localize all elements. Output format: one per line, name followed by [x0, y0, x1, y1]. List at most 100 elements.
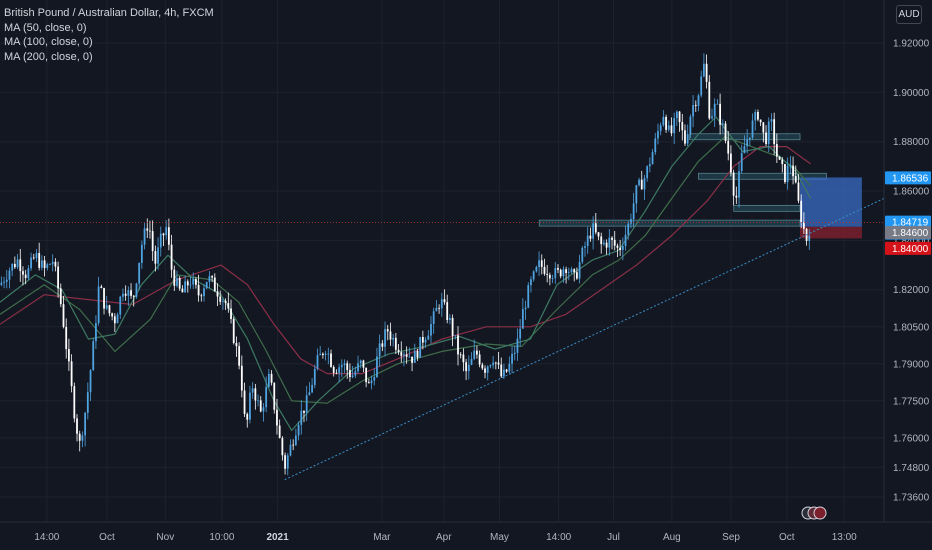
- candle-body: [659, 125, 662, 132]
- candle-body: [454, 335, 457, 337]
- candle-body: [654, 138, 657, 153]
- candle-body: [692, 105, 694, 117]
- candle-body: [165, 227, 168, 236]
- support-zone-1: [733, 204, 801, 212]
- candle-body: [330, 353, 332, 367]
- candle-body: [389, 331, 392, 340]
- candle-body: [492, 362, 495, 366]
- candle-body: [346, 363, 349, 371]
- candle-body: [273, 382, 276, 410]
- candle-body: [513, 352, 516, 354]
- candle-body: [421, 337, 424, 343]
- candle-body: [43, 260, 46, 269]
- candle-body: [738, 171, 740, 198]
- candle-body: [40, 260, 43, 268]
- candle-body: [540, 260, 543, 267]
- candle-body: [138, 262, 141, 284]
- candle-body: [457, 335, 459, 355]
- ma100-legend[interactable]: MA (100, close, 0): [4, 36, 93, 48]
- time-tick-label: Oct: [779, 532, 795, 543]
- candle-body: [762, 122, 765, 133]
- candle-body: [524, 307, 527, 310]
- candle-body: [632, 203, 635, 220]
- candle-body: [22, 271, 24, 275]
- candle-body: [608, 237, 611, 248]
- candle-body: [394, 337, 397, 350]
- time-tick-label: 14:00: [34, 532, 59, 543]
- candle-body: [8, 270, 11, 280]
- candle-body: [778, 156, 781, 160]
- candle-body: [765, 132, 767, 144]
- candle-body: [586, 235, 589, 247]
- candle-body: [443, 299, 446, 303]
- candle-body: [465, 362, 468, 372]
- candle-body: [178, 277, 181, 289]
- time-axis[interactable]: 14:00 Oct Nov 10:00 2021 Mar Apr May 14:00 Jul Aug…: [0, 521, 932, 550]
- candle-body: [130, 290, 132, 296]
- candle-body: [411, 356, 413, 363]
- candle-body: [727, 140, 730, 154]
- candle-body: [486, 366, 489, 373]
- candle-body: [494, 362, 497, 364]
- candle-body: [143, 228, 146, 245]
- candle-body: [373, 377, 376, 381]
- candle-body: [432, 311, 435, 325]
- candle-body: [784, 164, 786, 183]
- price-tick-label: 1.84000: [893, 236, 930, 247]
- candle-body: [751, 120, 754, 138]
- candle-body: [262, 407, 265, 412]
- candle-body: [530, 279, 532, 286]
- candle-body: [546, 273, 549, 275]
- candle-body: [354, 371, 357, 376]
- candle-body: [322, 353, 324, 355]
- candle-body: [624, 234, 627, 247]
- candle-body: [438, 307, 440, 309]
- currency-badge[interactable]: AUD: [896, 5, 922, 24]
- candle-body: [349, 370, 351, 378]
- candle-body: [675, 111, 678, 119]
- candle-body: [230, 308, 232, 319]
- events-icon[interactable]: [801, 506, 827, 520]
- candle-body: [686, 134, 689, 144]
- candle-body: [573, 269, 576, 273]
- candle-body: [122, 293, 124, 297]
- candle-body: [140, 244, 143, 263]
- price-axis[interactable]: 1.92000 1.90000 1.88000 1.86000 1.84000 1.820…: [883, 0, 932, 550]
- candle-body: [73, 386, 76, 419]
- candle-body: [484, 368, 486, 373]
- candle-body: [240, 365, 243, 391]
- candle-body: [97, 286, 100, 324]
- candle-body: [643, 178, 646, 190]
- candle-body: [281, 437, 284, 456]
- price-tick-label: 1.76000: [893, 433, 930, 444]
- candle-body: [548, 274, 551, 279]
- symbol-title[interactable]: British Pound / Australian Dollar, 4h, F…: [4, 7, 214, 19]
- price-label-bg: [885, 241, 931, 255]
- candle-body: [19, 259, 22, 272]
- candle-body: [167, 227, 170, 245]
- candle-body: [802, 222, 805, 229]
- candle-body: [748, 137, 751, 140]
- candle-body: [376, 356, 378, 378]
- candle-body: [367, 382, 370, 384]
- price-tick-label: 1.82000: [893, 285, 930, 296]
- candle-body: [100, 286, 103, 289]
- candle-body: [627, 223, 630, 235]
- ma200-legend[interactable]: MA (200, close, 0): [4, 50, 93, 63]
- time-tick-label: 2021: [266, 532, 289, 543]
- candle-body: [538, 260, 540, 268]
- candle-body: [611, 237, 613, 240]
- candle-body: [257, 400, 259, 402]
- candle-body: [132, 295, 135, 297]
- candle-body: [476, 350, 478, 355]
- candle-body: [567, 272, 570, 274]
- candle-body: [462, 354, 465, 363]
- candle-body: [232, 318, 235, 343]
- candle-body: [351, 375, 354, 378]
- candle-body: [59, 288, 62, 305]
- candle-body: [797, 182, 800, 201]
- ma50-legend[interactable]: MA (50, close, 0): [4, 21, 87, 34]
- candle-body: [254, 388, 257, 401]
